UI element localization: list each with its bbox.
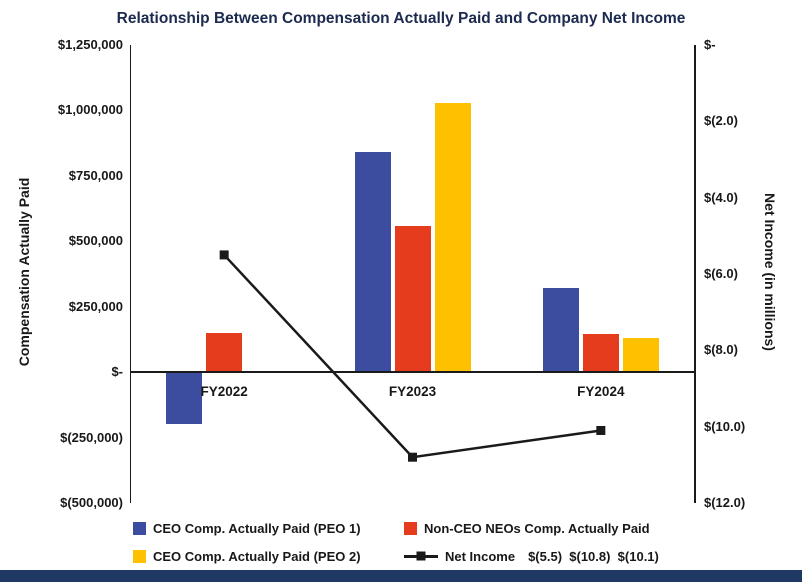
legend-label-net-income: Net Income <box>445 548 516 564</box>
bar-non-ceo-neos-fy2022 <box>206 332 243 373</box>
chart-title: Relationship Between Compensation Actual… <box>116 10 686 27</box>
right-axis-line <box>694 45 696 503</box>
legend-label-ceo-peo1: CEO Comp. Actually Paid (PEO 1) <box>153 520 361 536</box>
left-axis-tick-label: $(500,000) <box>60 495 123 510</box>
right-axis-tick-label: $(10.0) <box>704 418 746 434</box>
legend-item-ceo-peo1: CEO Comp. Actually Paid (PEO 1) <box>133 520 361 536</box>
left-axis-line <box>130 45 131 503</box>
bar-ceo-peo2-fy2024 <box>622 338 659 373</box>
legend-item-ceo-peo2: CEO Comp. Actually Paid (PEO 2) <box>133 548 361 564</box>
left-axis-tick-label: $1,000,000 <box>57 102 123 118</box>
category-axis-line <box>130 371 695 374</box>
legend-item-non-ceo-neos: Non-CEO NEOs Comp. Actually Paid <box>404 520 650 536</box>
left-axis-tick-label: $500,000 <box>68 233 123 249</box>
left-axis-tick-label: $250,000 <box>68 298 123 314</box>
net-income-marker-icon <box>408 452 417 462</box>
left-axis-tick-label: $1,250,000 <box>57 37 123 52</box>
bar-ceo-peo1-fy2022 <box>166 372 203 425</box>
left-axis-tick-label: $- <box>111 364 123 380</box>
bar-non-ceo-neos-fy2023 <box>394 225 431 373</box>
bar-non-ceo-neos-fy2024 <box>582 334 619 373</box>
net-income-marker-icon <box>219 250 229 260</box>
left-axis-title: Compensation Actually Paid <box>16 177 32 367</box>
legend-swatch-non-ceo-neos-icon <box>404 521 417 535</box>
legend-item-net-income: Net Income $(5.5) $(10.8) $(10.1) <box>404 548 659 564</box>
bottom-accent-bar <box>0 570 802 582</box>
right-axis-tick-label: $(8.0) <box>704 342 738 358</box>
left-axis-tick-label: $750,000 <box>68 167 123 183</box>
category-label-fy2024: FY2024 <box>577 384 625 400</box>
legend-swatch-ceo-peo1-icon <box>133 521 146 535</box>
right-axis-tick-label: $(2.0) <box>704 113 738 129</box>
right-axis-tick-label: $(6.0) <box>704 266 738 281</box>
bar-ceo-peo1-fy2023 <box>354 152 391 373</box>
right-axis-tick-label: $(12.0) <box>704 495 746 510</box>
legend-label-non-ceo-neos: Non-CEO NEOs Comp. Actually Paid <box>424 520 650 536</box>
right-axis-tick-label: $- <box>704 37 716 52</box>
legend-label-ceo-peo2: CEO Comp. Actually Paid (PEO 2) <box>153 548 361 564</box>
net-income-marker-icon <box>596 425 606 435</box>
legend-net-income-values: $(5.5) $(10.8) $(10.1) <box>528 548 659 564</box>
right-axis-tick-label: $(4.0) <box>704 189 738 205</box>
category-label-fy2022: FY2022 <box>200 384 248 400</box>
left-axis-tick-label: $(250,000) <box>60 429 123 445</box>
net-income-line-marker-icon <box>404 554 438 558</box>
bar-ceo-peo1-fy2024 <box>542 288 579 373</box>
category-label-fy2023: FY2023 <box>388 384 437 400</box>
bar-ceo-peo2-fy2023 <box>434 102 471 373</box>
legend-swatch-ceo-peo2-icon <box>133 549 146 563</box>
